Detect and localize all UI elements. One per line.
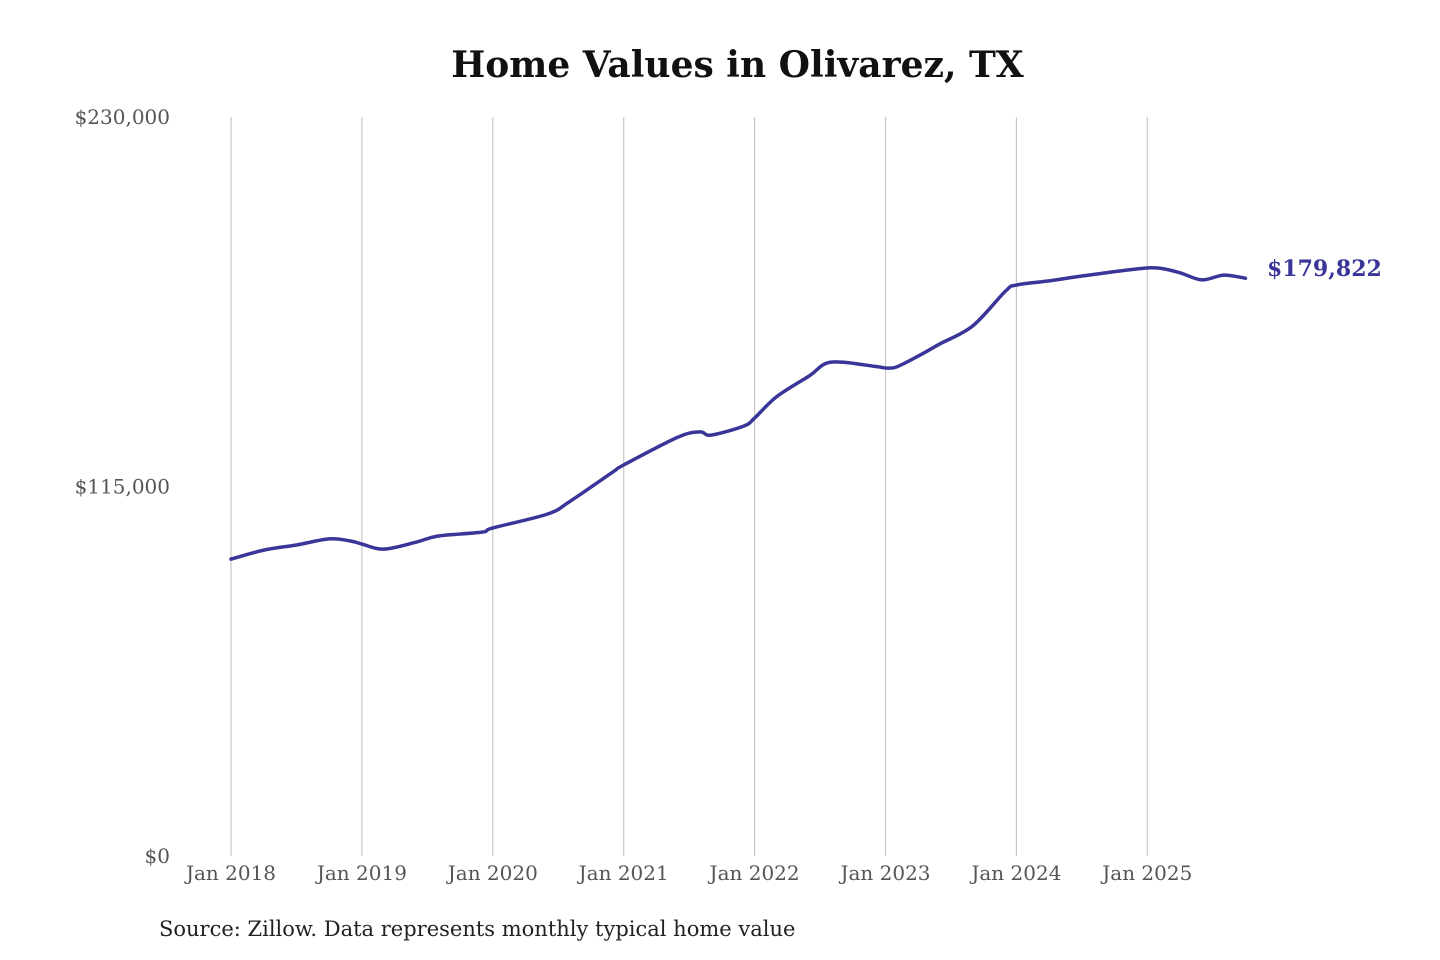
x-tick-label: Jan 2020 <box>446 861 538 885</box>
y-tick-label: $0 <box>145 844 170 868</box>
x-tick-label: Jan 2019 <box>315 861 407 885</box>
source-note: Source: Zillow. Data represents monthly … <box>159 917 796 941</box>
x-tick-label: Jan 2021 <box>577 861 669 885</box>
x-tick-label: Jan 2025 <box>1100 861 1192 885</box>
y-tick-label: $115,000 <box>75 475 170 499</box>
end-value-label: $179,822 <box>1267 256 1382 282</box>
chart-title: Home Values in Olivarez, TX <box>451 44 1024 86</box>
x-tick-label: Jan 2018 <box>184 861 276 885</box>
x-tick-label: Jan 2023 <box>838 861 930 885</box>
x-tick-label: Jan 2022 <box>708 861 800 885</box>
y-tick-label: $230,000 <box>75 105 170 129</box>
x-tick-label: Jan 2024 <box>969 861 1061 885</box>
series-line <box>229 265 1248 561</box>
